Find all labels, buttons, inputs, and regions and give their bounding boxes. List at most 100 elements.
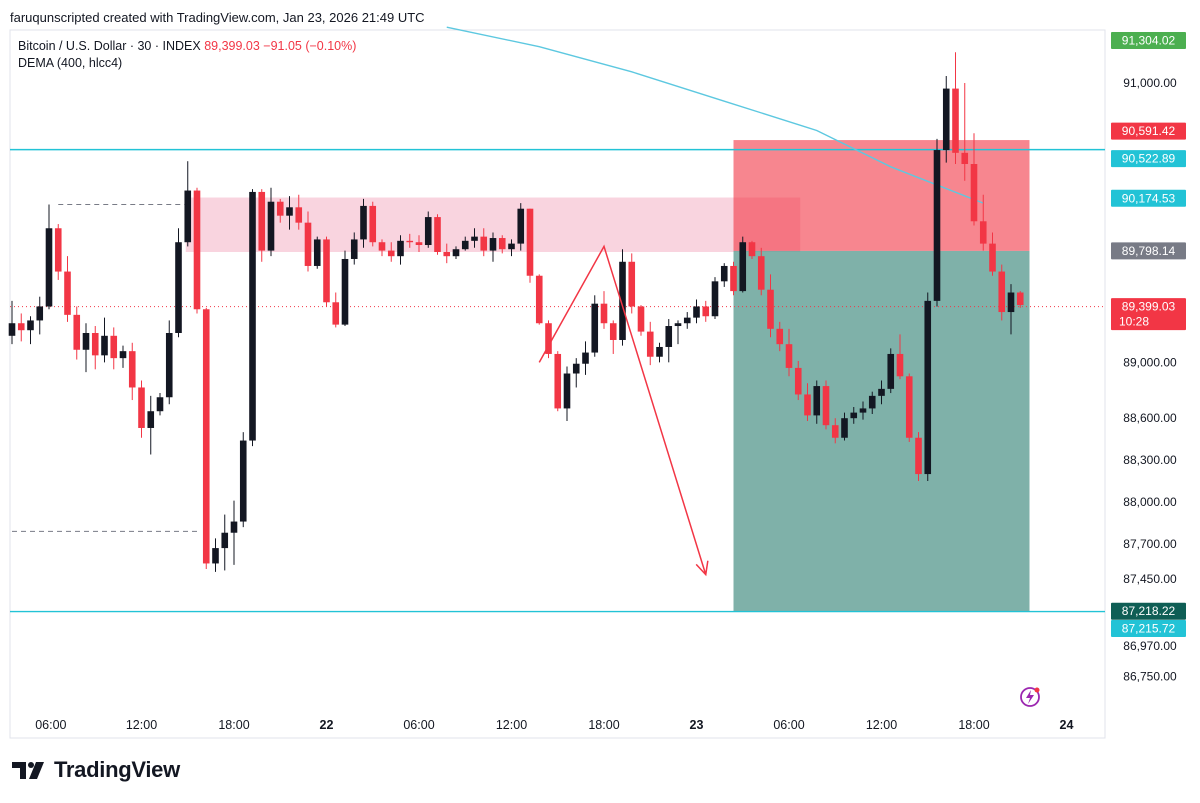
price-tick-label: 88,300.00 (1123, 453, 1177, 467)
candle-body (637, 306, 645, 332)
candle (230, 500, 238, 565)
candle (850, 407, 858, 424)
price-tick-label: 86,970.00 (1123, 639, 1177, 653)
candle (517, 203, 525, 251)
candle (646, 321, 654, 366)
candle-body (202, 309, 210, 564)
candle (387, 242, 395, 262)
candle-body (674, 323, 682, 327)
candle-body (905, 376, 913, 438)
candle-body (970, 164, 978, 222)
candle-body (942, 88, 950, 151)
time-tick-label: 12:00 (126, 718, 157, 732)
candle-body (221, 532, 229, 549)
candle-body (776, 328, 784, 345)
chart-legend[interactable]: Bitcoin / U.S. Dollar · 30 · INDEX 89,39… (18, 38, 356, 72)
candle-body (952, 88, 959, 153)
candle (480, 228, 488, 257)
candle (193, 187, 201, 314)
price-tag-label: 89,399.03 (1122, 300, 1176, 314)
price-tick-label: 88,600.00 (1123, 411, 1177, 425)
candle-body (600, 303, 608, 324)
candle-body (831, 425, 839, 438)
candle-body (471, 236, 478, 241)
price-tag-label: 87,215.72 (1122, 622, 1176, 636)
candle (249, 189, 256, 447)
candle (498, 235, 506, 254)
candle (563, 366, 571, 421)
price-tick-label: 87,700.00 (1123, 537, 1177, 551)
candle-body (841, 418, 848, 438)
candle-body (804, 394, 811, 416)
candle (360, 198, 367, 248)
candle-body (91, 333, 99, 356)
candle (147, 395, 155, 455)
candle (693, 299, 700, 324)
price-tag: 90,522.89 (1111, 150, 1186, 168)
price-tag: 87,215.72 (1111, 620, 1186, 638)
candle-body (989, 243, 996, 272)
symbol-line: Bitcoin / U.S. Dollar · 30 · INDEX 89,39… (18, 38, 356, 55)
candle (54, 224, 62, 280)
candle-body (822, 386, 830, 426)
price-tag: 87,218.22 (1111, 602, 1186, 620)
candle-body (452, 249, 460, 257)
candle (101, 317, 108, 363)
candle (600, 291, 608, 329)
candle (924, 292, 932, 482)
price-tick-label: 91,000.00 (1123, 76, 1177, 90)
candles-group (8, 52, 1024, 572)
candle (304, 211, 312, 272)
time-tick-label: 18:00 (588, 718, 619, 732)
candle (64, 256, 71, 322)
candle (1007, 284, 1015, 335)
indicator-line[interactable]: DEMA (400, hlcc4) (18, 56, 123, 70)
brand-name: TradingView (54, 757, 180, 782)
candle (1016, 291, 1024, 308)
candle (45, 204, 53, 310)
lightning-icon-bolt (1026, 690, 1034, 704)
candle (887, 348, 895, 394)
candle-body (646, 331, 654, 357)
candle (212, 538, 219, 572)
candle-body (378, 242, 386, 251)
candle (905, 373, 913, 442)
candle (350, 232, 358, 265)
candle-body (517, 208, 525, 244)
candle-body (730, 265, 737, 292)
candle-body (45, 228, 53, 307)
target-zone (733, 250, 1030, 612)
candle-body (184, 190, 192, 243)
candle (628, 253, 636, 314)
tradingview-brand: TradingView (12, 757, 180, 783)
price-tag-box (1111, 620, 1186, 638)
candle-body (258, 191, 266, 251)
candle-body (554, 353, 562, 409)
price-tag-box (1111, 122, 1186, 140)
candle (461, 236, 469, 251)
candle-body (193, 190, 201, 310)
candle (286, 196, 293, 230)
candle-body (17, 323, 25, 331)
candle-body (138, 387, 145, 428)
candle-body (156, 397, 164, 412)
candle-body (36, 306, 44, 321)
candle (831, 418, 839, 444)
candle-body (748, 242, 756, 257)
candle-body (933, 150, 941, 301)
candle (619, 249, 626, 346)
candle (128, 342, 136, 401)
price-tag-box (1111, 189, 1186, 207)
candle-body (711, 281, 719, 317)
price-tag: 89,798.14 (1111, 242, 1186, 260)
candle-body (249, 191, 256, 441)
candle (767, 274, 774, 338)
candle (915, 432, 922, 482)
candle-body (73, 314, 81, 350)
candle (952, 52, 959, 165)
candle (424, 211, 432, 248)
tradingview-logo-icon (12, 762, 44, 779)
